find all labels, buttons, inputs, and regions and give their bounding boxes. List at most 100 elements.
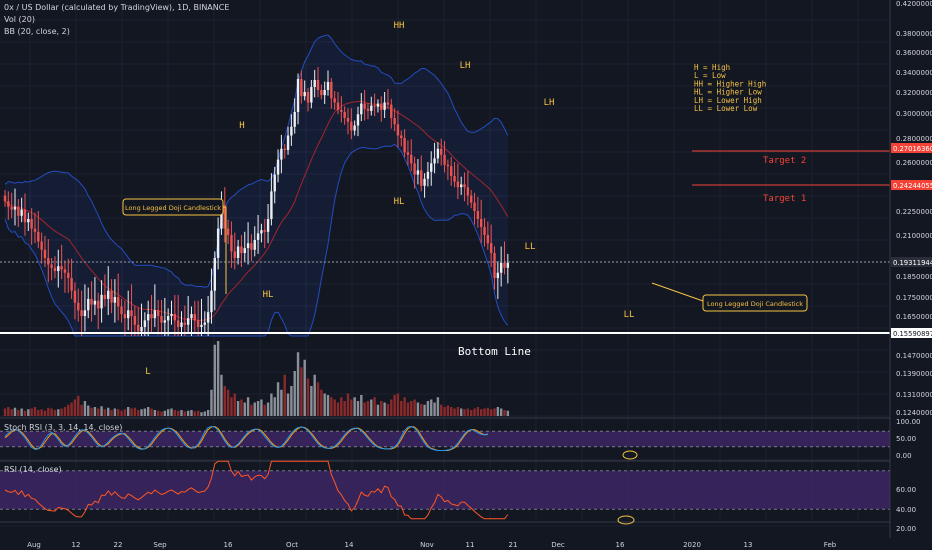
stoch-highlight-circle	[622, 450, 638, 460]
stoch-k-line	[4, 426, 488, 451]
volume-bar	[493, 408, 496, 416]
volume-bar	[160, 411, 163, 416]
volume-bar	[263, 404, 266, 416]
volume-bar	[63, 407, 67, 416]
stoch-tick-label: 100.00	[896, 418, 921, 426]
candle-body	[440, 148, 443, 155]
volume-bar	[386, 404, 390, 416]
candle-body	[280, 148, 283, 160]
callout-leader-2	[651, 282, 704, 302]
candle-body	[100, 294, 103, 309]
legend-lower-high: LH = Lower High	[694, 96, 762, 105]
candle-body	[153, 310, 157, 319]
candle-body	[336, 102, 340, 110]
candle-body	[356, 114, 360, 126]
volume-bar	[293, 371, 296, 416]
rsi-tick-label: 60.00	[896, 486, 916, 494]
volume-bar	[107, 407, 110, 416]
volume-bar	[150, 408, 153, 416]
candle-body	[140, 326, 143, 332]
volume-bar	[183, 411, 187, 416]
candle-body	[433, 158, 436, 164]
candle-body	[436, 148, 440, 159]
volume-bar	[499, 408, 503, 416]
candle-body	[43, 249, 47, 258]
legend-high: H = High	[694, 63, 730, 72]
volume-bar	[243, 402, 246, 416]
volume-bar	[373, 397, 376, 416]
candle-body	[489, 243, 493, 254]
candle-body	[160, 316, 163, 323]
time-axis[interactable]: Aug 12 22 Sep 16 Oct 14 Nov 11 21 Dec 16 2020 13 Feb	[27, 541, 837, 549]
volume-bar	[390, 399, 393, 416]
volume-bar	[316, 382, 320, 416]
volume-bar	[306, 378, 310, 416]
candle-body	[60, 266, 63, 270]
candle-body	[463, 184, 466, 188]
volume-bar	[186, 410, 190, 416]
candle-body	[170, 314, 173, 316]
candle-body	[70, 278, 73, 291]
volume-bar	[456, 407, 460, 416]
candle-body	[313, 80, 316, 87]
volume-bar	[496, 407, 500, 416]
time-tick-label: 14	[345, 541, 354, 549]
candle-body	[240, 246, 243, 254]
candle-body	[390, 104, 393, 118]
rsi-tick-label: 20.00	[896, 525, 916, 533]
candle-body	[420, 170, 423, 186]
candle-body	[306, 92, 310, 103]
volume-bar	[220, 374, 223, 416]
candle-body	[117, 297, 120, 307]
candle-body	[243, 248, 246, 254]
rsi-panel	[0, 460, 890, 525]
rsi-label: RSI (14, close)	[4, 465, 62, 474]
volume-bar	[10, 409, 13, 416]
candle-body	[446, 164, 450, 167]
rsi-line	[4, 460, 509, 520]
candle-body	[353, 125, 356, 131]
candle-body	[77, 302, 80, 311]
volume-bar	[173, 410, 177, 416]
candle-body	[13, 206, 17, 210]
pivot-higher-low: HL	[394, 197, 405, 207]
volume-bar	[396, 393, 400, 416]
volume-bar	[443, 407, 446, 416]
volume-bar	[230, 397, 233, 416]
candle-body	[290, 126, 293, 136]
volume-bar	[70, 402, 73, 416]
candle-body	[470, 195, 473, 203]
volume-bar	[43, 410, 47, 416]
candle-body	[296, 79, 300, 112]
candle-body	[143, 320, 147, 327]
candle-body	[343, 111, 346, 118]
pivot-high: H	[239, 121, 244, 131]
volume-bar	[466, 408, 470, 416]
candle-body	[176, 320, 180, 327]
candle-body	[323, 90, 326, 96]
time-tick-label: Dec	[551, 541, 565, 549]
volume-bar	[143, 408, 147, 416]
candle-body	[393, 118, 396, 125]
candle-body	[183, 322, 187, 325]
candle-body	[253, 239, 256, 250]
volume-bar	[363, 402, 366, 416]
candle-body	[53, 267, 57, 272]
volume-bar	[283, 374, 286, 416]
candle-body	[270, 191, 273, 219]
volume-bar	[340, 397, 343, 416]
callout-text-2: Long Legged Doji Candlestick	[707, 300, 803, 308]
candle-body	[40, 241, 43, 250]
volume-bar	[27, 409, 30, 416]
volume-bar	[376, 404, 380, 416]
volume-bar	[266, 402, 270, 416]
candle-body	[443, 154, 446, 165]
candle-body	[380, 103, 383, 110]
candle-body	[200, 324, 203, 327]
volume-bar	[330, 397, 333, 416]
